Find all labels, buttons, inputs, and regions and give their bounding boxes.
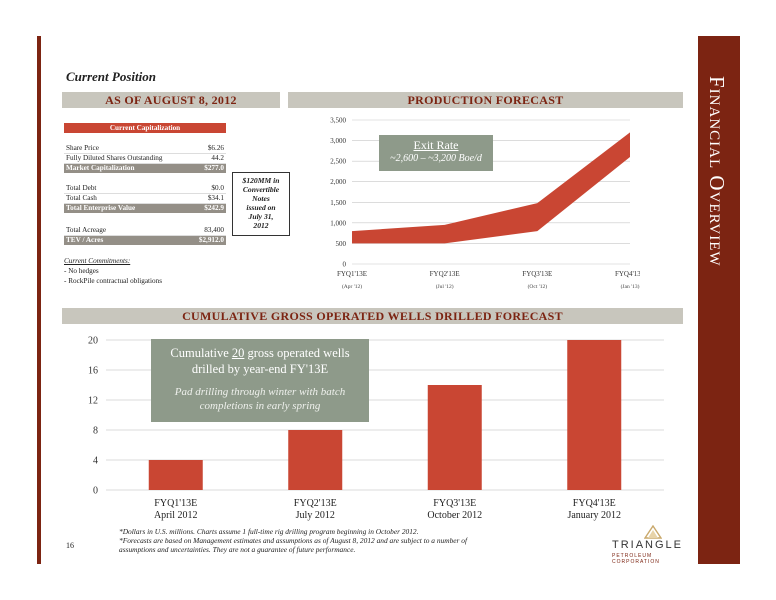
y-tick-label: 2,000: [330, 178, 346, 186]
y-tick-label: 1,000: [330, 219, 346, 227]
footnote: *Dollars in U.S. millions. Charts assume…: [119, 527, 468, 554]
x-tick-label: FYQ3'13E: [433, 498, 476, 509]
exit-rate-value: ~2,600 – ~3,200 Boe/d: [390, 153, 482, 164]
convertible-notes-box: $120MM in Convertible Notes issued on Ju…: [232, 172, 290, 236]
table-total-row: Market Capitalization $277.0: [64, 164, 226, 173]
table-total-row: TEV / Acres $2,912.0: [64, 236, 226, 245]
y-tick-label: 0: [93, 486, 98, 497]
y-tick-label: 16: [88, 366, 98, 377]
side-title: Financial Overview: [698, 36, 740, 564]
y-tick-label: 20: [88, 336, 98, 347]
y-tick-label: 1,500: [330, 199, 346, 207]
as-of-header: AS OF AUGUST 8, 2012: [62, 92, 280, 108]
bar-1: [148, 460, 203, 490]
production-range-area: [352, 132, 630, 244]
x-sub-label: October 2012: [427, 510, 482, 521]
table-row: Total Acreage 83,400: [64, 226, 226, 236]
y-tick-label: 3,500: [330, 117, 346, 125]
cap-table-group-3: Total Acreage 83,400 TEV / Acres $2,912.0: [64, 226, 226, 245]
left-accent-rule: [37, 36, 41, 564]
commitments: Current Commitments: - No hedges - RockP…: [64, 256, 162, 286]
table-total-row: Total Enterprise Value $242.9: [64, 204, 226, 213]
x-sub-label: April 2012: [154, 510, 198, 521]
cap-table-title: Current Capitalization: [64, 123, 226, 133]
table-row: Share Price $6.26: [64, 144, 226, 154]
logo-subtitle: PETROLEUM CORPORATION: [612, 553, 660, 565]
logo-name: TRIANGLE: [612, 539, 684, 551]
x-tick-label: FYQ3'13E: [522, 270, 552, 278]
bar-3: [427, 385, 482, 490]
x-tick-label: FYQ1'13E: [337, 270, 367, 278]
y-tick-label: 12: [88, 396, 98, 407]
commitments-title: Current Commitments:: [64, 257, 131, 265]
x-tick-label: FYQ4'13E: [573, 498, 616, 509]
x-tick-label: FYQ2'13E: [430, 270, 460, 278]
y-tick-label: 2,500: [330, 158, 346, 166]
y-tick-label: 4: [93, 456, 98, 467]
exit-rate-title: Exit Rate: [413, 138, 459, 152]
y-tick-label: 3,000: [330, 137, 346, 145]
wells-callout-headline: Cumulative 20 gross operated wells drill…: [170, 346, 350, 376]
bar-4: [567, 340, 622, 490]
x-sub-label: (Jul '12): [436, 283, 454, 290]
bar-2: [288, 430, 343, 490]
wells-callout-note: Pad drilling through winter with batch c…: [174, 386, 346, 412]
x-tick-label: FYQ2'13E: [294, 498, 337, 509]
cap-table-group-2: Total Debt $0.0 Total Cash $34.1 Total Ent…: [64, 184, 226, 213]
side-title-text: Financial Overview: [705, 76, 729, 267]
triangle-logo: TRIANGLE PETROLEUM CORPORATION: [592, 525, 688, 565]
x-sub-label: January 2012: [567, 510, 621, 521]
commitment-item: - No hedges: [64, 267, 99, 275]
x-sub-label: (Apr '12): [342, 283, 362, 290]
table-row: Fully Diluted Shares Outstanding 44.2: [64, 154, 226, 164]
logo-triangle-icon: [644, 525, 662, 539]
wells-header: CUMULATIVE GROSS OPERATED WELLS DRILLED …: [62, 308, 683, 324]
x-sub-label: July 2012: [296, 510, 335, 521]
side-title-band: [698, 36, 740, 564]
table-row: Total Cash $34.1: [64, 194, 226, 204]
page-number: 16: [66, 541, 74, 550]
x-sub-label: (Oct '12): [528, 283, 548, 290]
production-header: PRODUCTION FORECAST: [288, 92, 683, 108]
x-sub-label: (Jan '13): [621, 283, 640, 290]
commitment-item: - RockPile contractual obligations: [64, 277, 163, 285]
cap-table-group-1: Share Price $6.26 Fully Diluted Shares Ou…: [64, 144, 226, 173]
x-tick-label: FYQ1'13E: [154, 498, 197, 509]
section-title: Current Position: [66, 69, 156, 84]
x-tick-label: FYQ4'13E: [615, 270, 640, 278]
exit-rate-callout: Exit Rate ~2,600 – ~3,200 Boe/d: [379, 135, 493, 171]
y-tick-label: 0: [343, 261, 347, 269]
y-tick-label: 8: [93, 426, 98, 437]
wells-callout: Cumulative 20 gross operated wells drill…: [151, 339, 369, 422]
table-row: Total Debt $0.0: [64, 184, 226, 194]
y-tick-label: 500: [336, 240, 347, 248]
